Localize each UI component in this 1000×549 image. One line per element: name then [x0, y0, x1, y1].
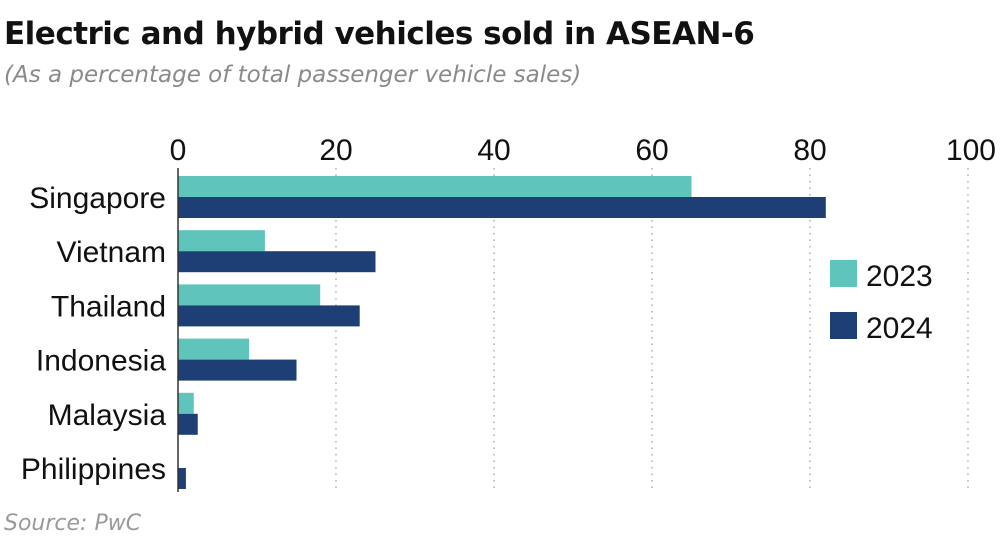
chart-title: Electric and hybrid vehicles sold in ASE… [4, 16, 755, 52]
bar-2024-vietnam [178, 251, 376, 273]
bar-2023-thailand [178, 284, 321, 306]
bar-2024-singapore [178, 197, 826, 218]
bar-2024-indonesia [178, 359, 297, 381]
x-tick-labels: 0 20 40 60 80 100 [170, 134, 996, 167]
category-label: Indonesia [36, 345, 166, 378]
legend-swatch [830, 312, 857, 339]
category-label: Malaysia [48, 399, 167, 432]
x-tick-label: 100 [946, 134, 996, 167]
x-tick-label: 0 [170, 134, 187, 167]
category-label: Singapore [29, 182, 166, 215]
category-label: Thailand [51, 290, 166, 323]
bar-2023-vietnam [178, 230, 265, 252]
category-label: Philippines [21, 453, 166, 486]
legend-label: 2023 [866, 260, 933, 293]
bar-2023-malaysia [178, 392, 194, 414]
x-tick-label: 40 [477, 134, 510, 167]
bar-2024-malaysia [178, 413, 198, 435]
bars [178, 176, 826, 489]
source-note: Source: PwC [4, 511, 142, 536]
x-tick-label: 20 [319, 134, 352, 167]
legend: 2023 2024 [830, 260, 933, 345]
bar-2023-singapore [178, 176, 692, 197]
x-tick-label: 60 [635, 134, 668, 167]
bar-2024-thailand [178, 305, 360, 327]
legend-swatch [830, 260, 857, 287]
chart-subtitle: (As a percentage of total passenger vehi… [4, 62, 582, 88]
legend-label: 2024 [866, 312, 933, 345]
category-labels: Singapore Vietnam Thailand Indonesia Malaysi… [21, 182, 166, 486]
category-label: Vietnam [56, 236, 166, 269]
bar-2024-philippines [178, 468, 186, 489]
x-tick-label: 80 [793, 134, 826, 167]
bar-2023-indonesia [178, 338, 250, 360]
